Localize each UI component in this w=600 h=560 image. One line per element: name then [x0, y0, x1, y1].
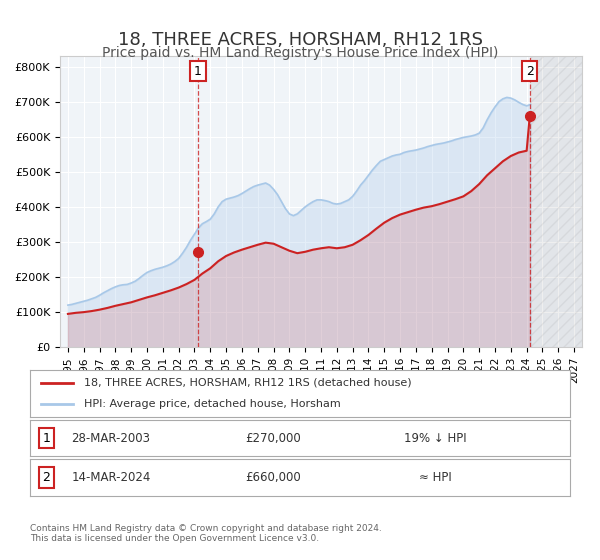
Text: £270,000: £270,000 [245, 432, 301, 445]
Text: 1: 1 [42, 432, 50, 445]
Bar [530, 56, 582, 347]
Text: 18, THREE ACRES, HORSHAM, RH12 1RS (detached house): 18, THREE ACRES, HORSHAM, RH12 1RS (deta… [84, 378, 412, 388]
Text: 2: 2 [42, 471, 50, 484]
Text: 1: 1 [194, 65, 202, 78]
Text: Price paid vs. HM Land Registry's House Price Index (HPI): Price paid vs. HM Land Registry's House … [102, 46, 498, 60]
Text: 28-MAR-2003: 28-MAR-2003 [71, 432, 151, 445]
Text: ≈ HPI: ≈ HPI [419, 471, 451, 484]
Text: 2: 2 [526, 65, 534, 78]
Text: 14-MAR-2024: 14-MAR-2024 [71, 471, 151, 484]
Text: 18, THREE ACRES, HORSHAM, RH12 1RS: 18, THREE ACRES, HORSHAM, RH12 1RS [118, 31, 482, 49]
Text: HPI: Average price, detached house, Horsham: HPI: Average price, detached house, Hors… [84, 399, 341, 409]
Text: £660,000: £660,000 [245, 471, 301, 484]
Text: 19% ↓ HPI: 19% ↓ HPI [404, 432, 466, 445]
Text: Contains HM Land Registry data © Crown copyright and database right 2024.
This d: Contains HM Land Registry data © Crown c… [30, 524, 382, 543]
